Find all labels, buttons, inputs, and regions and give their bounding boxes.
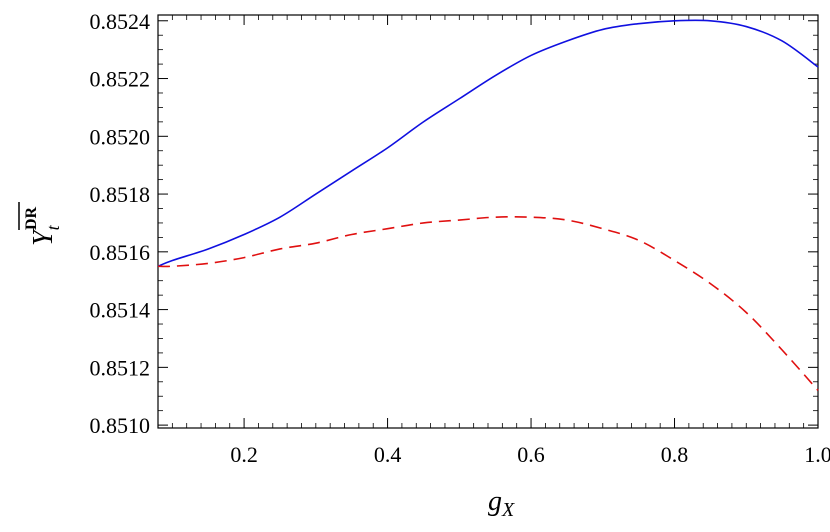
y-tick-label: 0.8516 — [90, 240, 151, 265]
y-axis-label: Yt DR — [18, 202, 63, 246]
x-tick-label: 1.0 — [804, 442, 830, 467]
y-tick-label: 0.8512 — [90, 355, 151, 380]
x-axis-label-main: g — [488, 486, 502, 517]
x-tick-label: 0.6 — [517, 442, 545, 467]
y-axis-label-sub: t — [43, 224, 63, 230]
series-line-dashed — [157, 216, 819, 391]
y-tick-label: 0.8524 — [90, 9, 151, 34]
x-tick-label: 0.2 — [230, 442, 258, 467]
y-axis-label-sup: DR — [23, 206, 40, 230]
y-tick-label: 0.8520 — [90, 124, 151, 149]
x-axis-label-sub: X — [501, 499, 515, 521]
x-axis-label: gX — [488, 486, 515, 521]
x-tick-label: 0.4 — [374, 442, 402, 467]
y-tick-label: 0.8518 — [90, 182, 151, 207]
plot-frame — [157, 14, 819, 429]
y-tick-label: 0.8514 — [90, 298, 151, 323]
series-line-solid — [157, 19, 819, 268]
x-tick-label: 0.8 — [661, 442, 689, 467]
svg-text:Yt: Yt — [28, 224, 63, 246]
y-axis-label-main: Y — [28, 227, 59, 246]
y-tick-label: 0.8510 — [90, 413, 151, 438]
y-tick-label: 0.8522 — [90, 67, 151, 92]
